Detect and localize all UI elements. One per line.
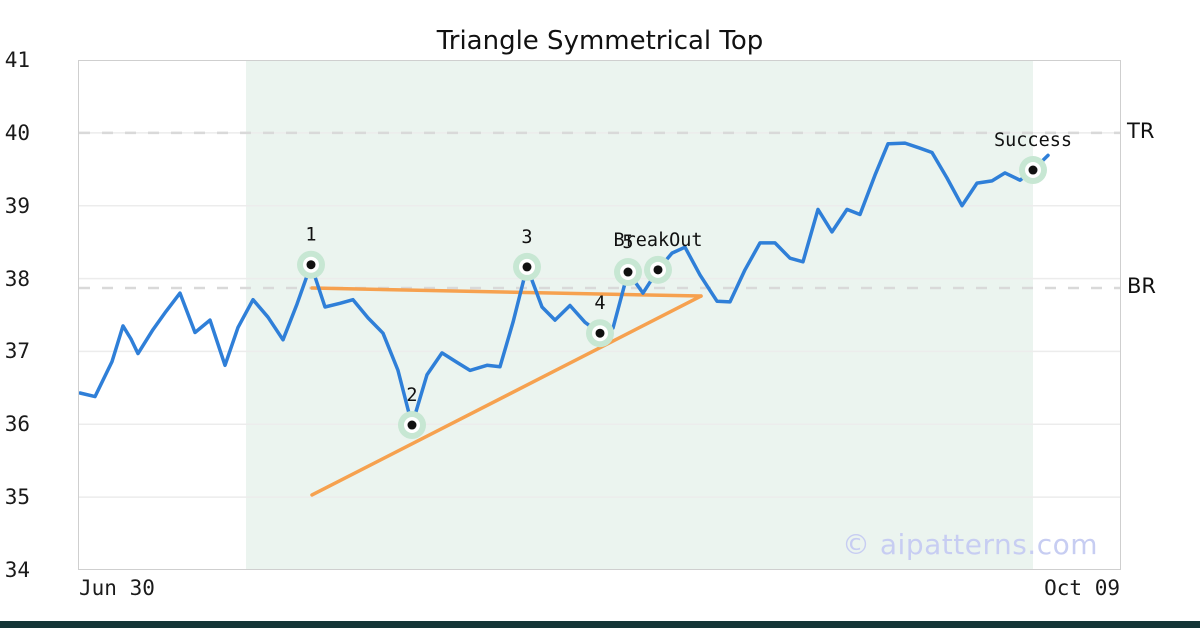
lower-trendline (310, 294, 703, 497)
annotation-2: 2 (406, 385, 417, 406)
y-tick-label: 34 (4, 558, 30, 582)
watermark: © aipatterns.com (841, 528, 1098, 561)
marker-dot-breakout (653, 265, 663, 275)
y-tick-label: 35 (4, 485, 30, 510)
marker-dot-1 (306, 260, 316, 270)
y-tick-label: 39 (4, 193, 30, 218)
upper-trendline (310, 286, 703, 298)
y-tick-label: 36 (4, 412, 30, 437)
marker-dot-success (1028, 165, 1038, 175)
annotation-1: 1 (305, 225, 316, 246)
annotation-success: Success (994, 130, 1072, 151)
annotation-breakout: BreakOut (613, 230, 702, 251)
y-tick-label: 40 (4, 120, 30, 145)
x-axis-start-label: Jun 30 (79, 576, 155, 600)
bottom-accent-bar (0, 621, 1200, 628)
plot-border (78, 60, 1121, 570)
target-level-label: TR (1127, 118, 1155, 143)
price-line (78, 141, 1050, 427)
chart-title: Triangle Symmetrical Top (436, 26, 764, 56)
x-axis-end-label: Oct 09 (1044, 576, 1120, 600)
marker-dot-2 (407, 420, 417, 430)
annotation-3: 3 (521, 227, 532, 248)
y-tick-label: 37 (4, 339, 30, 364)
pattern-zone (246, 60, 1033, 570)
y-tick-label: 38 (4, 266, 30, 291)
marker-dot-4 (595, 328, 605, 338)
annotation-4: 4 (594, 293, 605, 314)
annotation-5: 5 (622, 232, 633, 253)
marker-dot-5 (623, 267, 633, 277)
breakout-level-label: BR (1127, 274, 1156, 299)
y-tick-label: 41 (4, 48, 30, 72)
marker-dot-3 (522, 262, 532, 272)
